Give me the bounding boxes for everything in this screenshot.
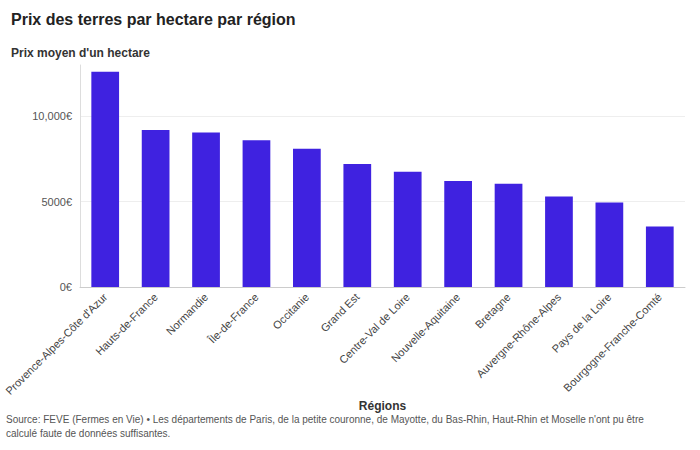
svg-text:Régions: Régions bbox=[359, 399, 407, 413]
svg-text:Auvergne-Rhône-Alpes: Auvergne-Rhône-Alpes bbox=[474, 290, 564, 380]
svg-text:Prix moyen d'un hectare: Prix moyen d'un hectare bbox=[11, 46, 150, 60]
svg-text:Source: FEVE (Fermes en Vie) •: Source: FEVE (Fermes en Vie) • Les dépar… bbox=[6, 414, 647, 425]
svg-text:Île-de-France: Île-de-France bbox=[205, 291, 260, 346]
svg-text:Bourgogne-Franche-Comté: Bourgogne-Franche-Comté bbox=[561, 291, 664, 394]
svg-text:Pays de la Loire: Pays de la Loire bbox=[549, 290, 614, 355]
svg-text:5000€: 5000€ bbox=[41, 196, 72, 208]
svg-text:Centre-Val de Loire: Centre-Val de Loire bbox=[336, 290, 412, 366]
svg-text:0€: 0€ bbox=[60, 281, 72, 293]
svg-text:calculé faute de données suffi: calculé faute de données suffisantes. bbox=[6, 428, 170, 439]
svg-text:Normandie: Normandie bbox=[164, 291, 210, 337]
svg-text:Bretagne: Bretagne bbox=[473, 291, 513, 331]
svg-text:Provence-Alpes-Côte d'Azur: Provence-Alpes-Côte d'Azur bbox=[3, 291, 109, 397]
svg-text:Prix des terres par hectare pa: Prix des terres par hectare par région bbox=[11, 11, 296, 28]
svg-text:Nouvelle-Aquitaine: Nouvelle-Aquitaine bbox=[389, 291, 463, 365]
svg-text:Grand Est: Grand Est bbox=[318, 291, 361, 334]
svg-text:Occitanie: Occitanie bbox=[270, 291, 311, 332]
svg-text:Hauts-de-France: Hauts-de-France bbox=[93, 291, 160, 358]
svg-text:10,000€: 10,000€ bbox=[32, 110, 72, 122]
